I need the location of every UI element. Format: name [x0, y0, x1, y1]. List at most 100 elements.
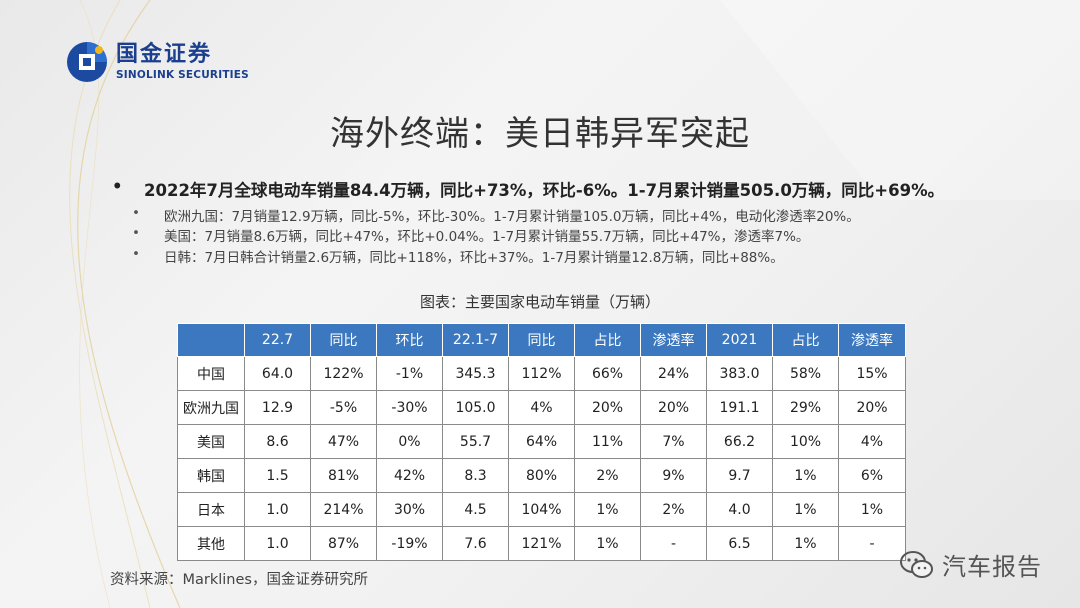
table-cell: 20% [838, 390, 906, 425]
table-cell: 8.3 [442, 458, 509, 493]
sales-table: 22.7 同比 环比 22.1-7 同比 占比 渗透率 2021 占比 渗透率 中国 64.0 122… [177, 323, 906, 561]
column-header: 占比 [574, 323, 641, 357]
row-label: 欧洲九国 [177, 390, 245, 425]
table-cell: 1% [574, 526, 641, 561]
source-note: 资料来源：Marklines，国金证券研究所 [110, 572, 368, 588]
table-cell: 0% [376, 424, 443, 459]
table-cell: 64% [508, 424, 575, 459]
bullet-dot: • [132, 205, 140, 221]
table-cell: 2% [574, 458, 641, 493]
table-cell: 6.5 [706, 526, 773, 561]
table-row: 日本 1.0 214% 30% 4.5 104% 1% 2% 4.0 1% 1% [177, 492, 906, 527]
table-cell: 20% [640, 390, 707, 425]
table-header-row: 22.7 同比 环比 22.1-7 同比 占比 渗透率 2021 占比 渗透率 [177, 323, 906, 357]
table-cell: 12.9 [244, 390, 311, 425]
table-cell: 4% [508, 390, 575, 425]
table-row: 韩国 1.5 81% 42% 8.3 80% 2% 9% 9.7 1% 6% [177, 458, 906, 493]
table-cell: 1.0 [244, 526, 311, 561]
table-cell: 9% [640, 458, 707, 493]
row-label: 其他 [177, 526, 245, 561]
column-header: 22.1-7 [442, 323, 509, 357]
table-cell: 58% [772, 356, 839, 391]
bullet-dot: • [132, 246, 140, 262]
row-label: 美国 [177, 424, 245, 459]
table-cell: 55.7 [442, 424, 509, 459]
sub-bullet-text: 欧洲九国：7月销量12.9万辆，同比-5%，环比-30%。1-7月累计销量105… [164, 209, 860, 225]
column-header: 渗透率 [838, 323, 906, 357]
table-cell: 4.5 [442, 492, 509, 527]
table-cell: 15% [838, 356, 906, 391]
logo-name-en: SINOLINK SECURITIES [116, 69, 249, 81]
column-header: 占比 [772, 323, 839, 357]
table-row: 欧洲九国 12.9 -5% -30% 105.0 4% 20% 20% 191.1 29% 20% [177, 390, 906, 425]
table-cell: 1% [772, 492, 839, 527]
table-cell: 1% [838, 492, 906, 527]
table-cell: 7.6 [442, 526, 509, 561]
table-cell: 1% [772, 526, 839, 561]
table-cell: -5% [310, 390, 377, 425]
table-row: 其他 1.0 87% -19% 7.6 121% 1% -6.5 1% - [177, 526, 906, 561]
table-cell: 122% [310, 356, 377, 391]
table-cell: 105.0 [442, 390, 509, 425]
table-cell: 191.1 [706, 390, 773, 425]
table-cell: 8.6 [244, 424, 311, 459]
table-cell: 1.5 [244, 458, 311, 493]
column-header: 同比 [508, 323, 575, 357]
table-cell: 66.2 [706, 424, 773, 459]
table-cell: 214% [310, 492, 377, 527]
table-cell: - [640, 526, 707, 561]
watermark-text: 汽车报告 [942, 553, 1042, 581]
table-cell: 4% [838, 424, 906, 459]
table-cell: 6% [838, 458, 906, 493]
watermark: 汽车报告 [900, 547, 1042, 582]
table-cell: 383.0 [706, 356, 773, 391]
table-cell: 112% [508, 356, 575, 391]
table-cell: 29% [772, 390, 839, 425]
table-cell: 30% [376, 492, 443, 527]
table-cell: 66% [574, 356, 641, 391]
column-header: 同比 [310, 323, 377, 357]
table-caption: 图表：主要国家电动车销量（万辆） [419, 293, 660, 311]
table-cell: 9.7 [706, 458, 773, 493]
bullet-dot: • [112, 177, 123, 196]
header-corner [177, 323, 245, 357]
bullet-dot: • [132, 225, 140, 241]
table-cell: 7% [640, 424, 707, 459]
table-cell: 80% [508, 458, 575, 493]
table-cell: 87% [310, 526, 377, 561]
table-cell: 11% [574, 424, 641, 459]
row-label: 中国 [177, 356, 245, 391]
table-cell: 121% [508, 526, 575, 561]
column-header: 环比 [376, 323, 443, 357]
column-header: 2021 [706, 323, 773, 357]
column-header: 渗透率 [640, 323, 707, 357]
table-cell: 42% [376, 458, 443, 493]
table-cell: 104% [508, 492, 575, 527]
table-cell: 10% [772, 424, 839, 459]
table-row: 中国 64.0 122% -1% 345.3 112% 66% 24% 383.0 58% 15% [177, 356, 906, 391]
table-cell: 1.0 [244, 492, 311, 527]
main-bullet-text: 2022年7月全球电动车销量84.4万辆，同比+73%，环比-6%。1-7月累计… [144, 181, 945, 200]
slide-title: 海外终端：美日韩异军突起 [330, 114, 750, 154]
logo-name-cn: 国金证券 [116, 42, 213, 67]
table-cell: -30% [376, 390, 443, 425]
logo-icon [66, 41, 108, 83]
table-cell: 345.3 [442, 356, 509, 391]
table-row: 美国 8.6 47% 0% 55.7 64% 11% 7% 66.2 10% 4% [177, 424, 906, 459]
row-label: 日本 [177, 492, 245, 527]
table-cell: 2% [640, 492, 707, 527]
table-cell: 24% [640, 356, 707, 391]
table-cell: -1% [376, 356, 443, 391]
table-cell: 1% [772, 458, 839, 493]
table-cell: -19% [376, 526, 443, 561]
row-label: 韩国 [177, 458, 245, 493]
table-cell: 20% [574, 390, 641, 425]
table-cell: 64.0 [244, 356, 311, 391]
table-cell: - [838, 526, 906, 561]
wechat-icon [900, 550, 933, 578]
column-header: 22.7 [244, 323, 311, 357]
sub-bullet-text: 日韩：7月日韩合计销量2.6万辆，同比+118%，环比+37%。1-7月累计销量… [164, 250, 784, 266]
table-cell: 4.0 [706, 492, 773, 527]
company-logo: 国金证券 SINOLINK SECURITIES [66, 41, 249, 83]
table-cell: 81% [310, 458, 377, 493]
